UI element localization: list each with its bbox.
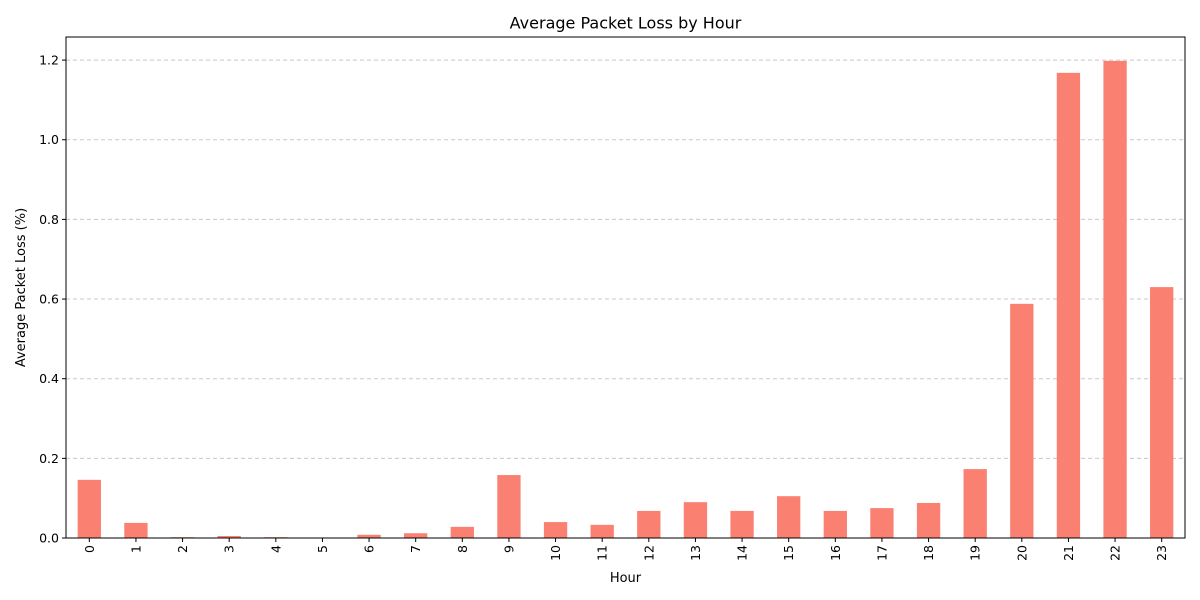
- chart-title: Average Packet Loss by Hour: [510, 14, 742, 33]
- x-tick-label: 16: [828, 545, 843, 561]
- x-tick-label: 18: [921, 545, 936, 561]
- bar: [591, 525, 614, 538]
- x-tick-label: 14: [735, 545, 750, 561]
- bar: [544, 522, 567, 538]
- x-tick-label: 19: [968, 545, 983, 561]
- x-tick-label: 12: [641, 545, 656, 561]
- bar: [777, 496, 800, 538]
- x-tick-label: 1: [128, 545, 143, 553]
- x-tick-label: 8: [455, 545, 470, 553]
- x-tick-label: 3: [222, 545, 237, 553]
- x-axis: 0 1 2 3 4 5 6 7 8 9 10 11 12 13 14 15 16 17 18 19 20 21 22 23: [82, 538, 1169, 561]
- bar: [451, 527, 474, 538]
- y-tick-label: 0.2: [39, 451, 59, 466]
- x-tick-label: 11: [595, 545, 610, 561]
- x-axis-title: Hour: [610, 571, 642, 586]
- y-axis-title: Average Packet Loss (%): [14, 208, 29, 367]
- x-tick-label: 20: [1014, 545, 1029, 561]
- x-tick-label: 17: [874, 545, 889, 561]
- x-tick-label: 7: [408, 545, 423, 553]
- x-tick-label: 6: [362, 545, 377, 553]
- x-tick-label: 9: [501, 545, 516, 553]
- x-tick-label: 0: [82, 545, 97, 553]
- x-tick-label: 22: [1108, 545, 1123, 561]
- bar: [730, 511, 753, 538]
- bar: [404, 533, 427, 538]
- x-tick-label: 13: [688, 545, 703, 561]
- y-tick-label: 0.8: [39, 212, 59, 227]
- bar: [1057, 73, 1080, 538]
- bar: [870, 508, 893, 538]
- y-axis: 0.0 0.2 0.4 0.6 0.8 1.0 1.2: [39, 53, 66, 546]
- x-tick-label: 23: [1154, 545, 1169, 561]
- y-tick-label: 1.2: [39, 53, 59, 68]
- bar: [1010, 304, 1033, 538]
- bar: [497, 475, 520, 538]
- bar: [824, 511, 847, 538]
- bar: [684, 502, 707, 538]
- bar: [1150, 287, 1173, 538]
- y-tick-label: 0.0: [39, 531, 59, 546]
- x-tick-label: 5: [315, 545, 330, 553]
- x-tick-label: 15: [781, 545, 796, 561]
- bar: [1103, 61, 1126, 538]
- x-tick-label: 4: [268, 545, 283, 553]
- bar: [124, 523, 147, 538]
- y-tick-label: 1.0: [39, 132, 59, 147]
- bar: [964, 469, 987, 538]
- x-tick-label: 2: [175, 545, 190, 553]
- bar: [78, 480, 101, 538]
- y-tick-label: 0.6: [39, 292, 59, 307]
- y-tick-label: 0.4: [39, 371, 59, 386]
- bar: [637, 511, 660, 538]
- x-tick-label: 10: [548, 545, 563, 561]
- x-tick-label: 21: [1061, 545, 1076, 561]
- bar: [917, 503, 940, 538]
